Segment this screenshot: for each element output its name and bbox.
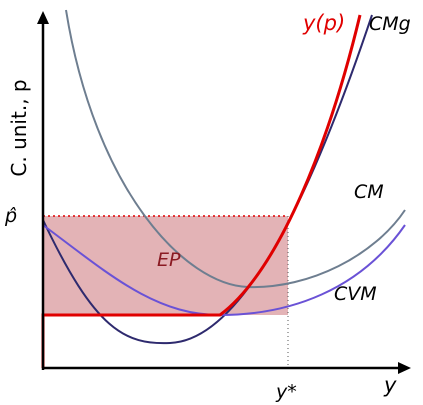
x-axis-title: y: [383, 373, 397, 397]
x-axis-arrowhead: [398, 362, 411, 374]
average-cost-curve: [65, 9, 406, 289]
cm-label: CM: [354, 181, 384, 203]
supply-curve: [41, 14, 362, 368]
marginal-cost-curve: [42, 14, 373, 345]
y-axis-title: C. unit., p: [7, 79, 31, 176]
producer-surplus-area: [43, 216, 288, 315]
cmg-label: CMg: [369, 13, 411, 35]
y-star-label: y*: [275, 381, 297, 403]
y-axis-arrowhead: [37, 11, 49, 24]
supply-label: y(p): [302, 11, 345, 35]
cvm-label: CVM: [334, 283, 377, 305]
surplus-label: EP: [157, 249, 181, 271]
p-hat-label: p̂: [4, 205, 17, 227]
